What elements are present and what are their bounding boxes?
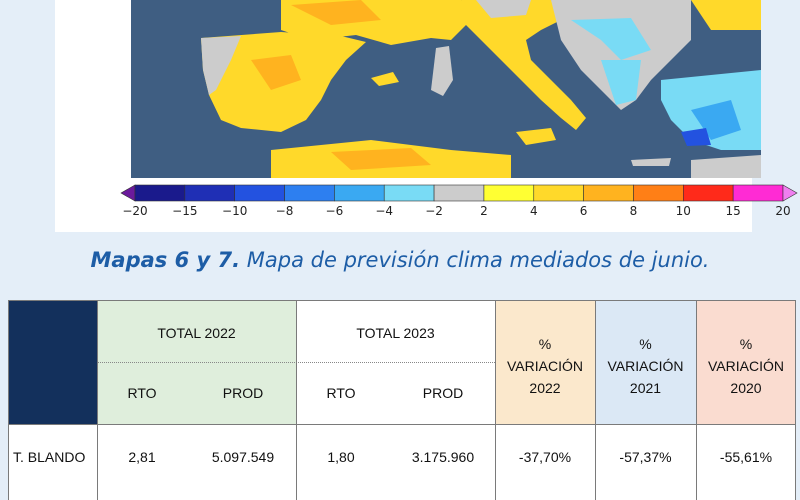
scale-tick-label: −8 <box>275 204 294 218</box>
header-dark-cell <box>8 300 97 424</box>
scale-segment <box>383 184 435 202</box>
header-prod-2023: PROD <box>422 385 464 401</box>
scale-tick-label: −4 <box>375 204 394 218</box>
header-prod-2022: PROD <box>222 385 264 401</box>
row-prod-2023: 3.175.960 <box>411 449 475 465</box>
scale-segment <box>483 184 535 202</box>
caption-text: Mapa de previsión clima mediados de juni… <box>240 248 710 272</box>
header-var2022-bg <box>495 300 595 424</box>
scale-segment <box>284 184 335 202</box>
scale-segment <box>134 184 186 202</box>
header-rto-2022: RTO <box>127 385 157 401</box>
scale-tick-label: −10 <box>222 204 248 218</box>
scale-segment <box>184 184 235 202</box>
scale-tick-label: −6 <box>325 204 344 218</box>
row-rto-2022: 2,81 <box>128 449 156 465</box>
color-scale-bar <box>120 184 798 202</box>
row-prod-2022: 5.097.549 <box>211 449 275 465</box>
scale-segment <box>732 184 784 202</box>
scale-tick-label: 15 <box>725 204 741 218</box>
header-var2020-bg <box>696 300 796 424</box>
variacion-label: VARIACIÓN <box>607 358 684 374</box>
variacion-label: VARIACIÓN <box>708 358 784 374</box>
pct-sign: % <box>538 336 552 352</box>
col-border <box>97 300 98 500</box>
header-total-2023: TOTAL 2023 <box>356 325 435 341</box>
row-var-2021: -57,37% <box>619 449 672 465</box>
scale-tick-label: −2 <box>425 204 443 218</box>
scale-tick-label: −15 <box>172 204 198 218</box>
map-card: −20 −15 −10 −8 −6 −4 −2 2 4 6 8 10 15 20 <box>55 0 798 232</box>
yield-table: TOTAL 2022 TOTAL 2023 RTO PROD RTO PROD … <box>8 300 796 500</box>
caption-bold: Mapas 6 y 7. <box>90 248 241 272</box>
header-variacion-2020: % VARIACIÓN 2020 <box>696 328 796 404</box>
variacion-year: 2020 <box>730 380 762 396</box>
scale-tick-label: 8 <box>629 204 638 218</box>
scale-arrow-right <box>782 184 798 202</box>
pct-sign: % <box>639 336 652 352</box>
scale-segment <box>234 184 285 202</box>
variacion-year: 2022 <box>529 380 561 396</box>
row-rto-2023: 1,80 <box>327 449 355 465</box>
scale-segment <box>683 184 734 202</box>
col-border <box>8 300 9 500</box>
map-graphic <box>131 0 761 178</box>
header-total-2022: TOTAL 2022 <box>157 325 236 341</box>
header-variacion-2021: % VARIACIÓN 2021 <box>595 328 696 404</box>
scale-tick-label: 20 <box>775 204 791 218</box>
col-border <box>495 300 496 500</box>
table-header-divider <box>8 424 796 425</box>
col-border <box>795 300 796 500</box>
row-name: T. BLANDO <box>13 449 86 465</box>
scale-segment <box>533 184 584 202</box>
scale-tick-label: 10 <box>675 204 691 218</box>
col-border <box>595 300 596 500</box>
scale-tick-label: 4 <box>529 204 538 218</box>
scale-arrow-left <box>120 184 136 202</box>
variacion-label: VARIACIÓN <box>507 358 583 374</box>
header-variacion-2022: % VARIACIÓN 2022 <box>495 328 595 404</box>
climate-forecast-map <box>131 0 761 178</box>
header-rto-2023: RTO <box>326 385 356 401</box>
row-var-2022: -37,70% <box>518 449 572 465</box>
scale-segment <box>583 184 634 202</box>
col-border <box>296 300 297 500</box>
pct-sign: % <box>739 336 753 352</box>
row-var-2020: -55,61% <box>719 449 773 465</box>
col-border <box>696 300 697 500</box>
variacion-year: 2021 <box>629 380 662 396</box>
color-scale: −20 −15 −10 −8 −6 −4 −2 2 4 6 8 10 15 20 <box>111 182 800 228</box>
scale-segment <box>633 184 684 202</box>
scale-segment <box>334 184 385 202</box>
table-top-border <box>8 300 796 301</box>
scale-tick-label: 2 <box>480 204 488 218</box>
map-caption: Mapas 6 y 7. Mapa de previsión clima med… <box>0 248 800 272</box>
header-var2021-bg <box>595 300 696 424</box>
scale-tick-label: 6 <box>579 204 588 218</box>
scale-segment <box>433 184 485 202</box>
scale-tick-label: −20 <box>122 204 148 218</box>
